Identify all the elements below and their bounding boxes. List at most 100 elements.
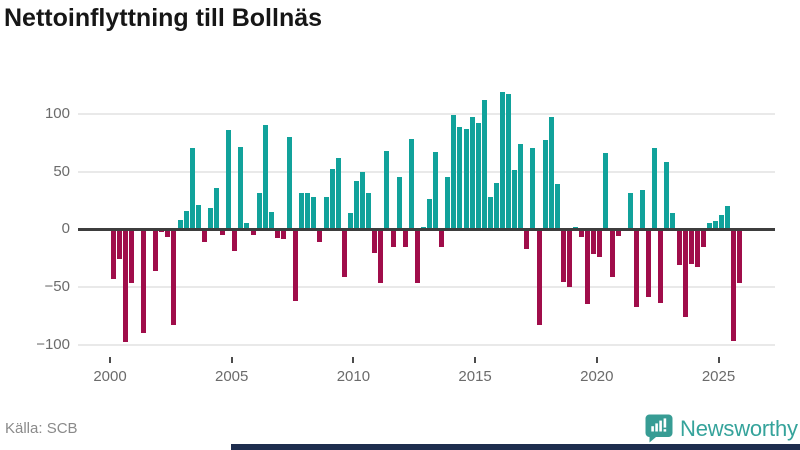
bar-2024Q3 xyxy=(706,223,712,230)
bar-2008Q1 xyxy=(305,193,311,230)
bar-2001Q3 xyxy=(147,230,153,232)
bar-2019Q4 xyxy=(591,230,597,255)
bar-2000Q3 xyxy=(122,230,128,343)
bar-2021Q2 xyxy=(627,193,633,230)
bar-2010Q4 xyxy=(372,230,378,254)
brand-bottom-strip xyxy=(231,444,800,450)
source-note: Källa: SCB xyxy=(5,420,78,437)
bar-2013Q1 xyxy=(427,199,433,230)
bar-2004Q1 xyxy=(207,208,213,230)
y-axis-label--50: −50 xyxy=(44,277,70,295)
bar-2001Q1 xyxy=(134,230,140,232)
bar-2018Q2 xyxy=(554,184,560,230)
bar-2009Q1 xyxy=(329,169,335,230)
bar-2017Q2 xyxy=(530,148,536,230)
bar-2016Q1 xyxy=(500,91,506,230)
y-axis-label-100: 100 xyxy=(44,104,70,122)
bar-2020Q3 xyxy=(609,230,615,278)
x-axis-tick-2010 xyxy=(352,357,355,363)
bar-2014Q4 xyxy=(469,117,475,230)
bar-2004Q3 xyxy=(220,230,226,235)
bar-2023Q1 xyxy=(670,213,676,230)
bar-2006Q2 xyxy=(262,125,268,230)
y-axis-label-0: 0 xyxy=(61,220,70,238)
bar-2024Q1 xyxy=(694,230,700,268)
bar-2004Q4 xyxy=(226,129,232,230)
bar-2013Q2 xyxy=(433,151,439,230)
bar-2003Q2 xyxy=(189,148,195,230)
bar-2025Q3 xyxy=(731,230,737,341)
newsworthy-speech-bubble-chart-icon xyxy=(645,414,673,443)
y-axis-label--100: −100 xyxy=(36,335,70,353)
bar-2010Q1 xyxy=(354,180,359,230)
bar-2011Q2 xyxy=(384,150,390,230)
bar-2001Q2 xyxy=(141,230,147,333)
bar-2014Q3 xyxy=(463,128,469,230)
newsworthy-logo-lockup[interactable]: Newsworthy xyxy=(645,414,798,443)
bar-2005Q2 xyxy=(238,147,244,230)
y-axis-label-50: 50 xyxy=(53,162,70,180)
newsworthy-wordmark: Newsworthy xyxy=(680,415,798,441)
bar-2000Q1 xyxy=(110,230,116,279)
bar-2018Q1 xyxy=(548,117,554,230)
bar-2013Q3 xyxy=(439,230,445,248)
bar-2002Q4 xyxy=(177,219,183,230)
x-axis-label-2010: 2010 xyxy=(336,368,371,385)
x-axis-tick-2025 xyxy=(717,357,720,363)
bar-2024Q2 xyxy=(700,230,706,248)
bar-2019Q3 xyxy=(585,230,591,304)
bar-2005Q4 xyxy=(250,230,256,235)
bar-2023Q4 xyxy=(688,230,694,264)
bar-2021Q1 xyxy=(621,230,627,232)
bar-2024Q4 xyxy=(713,221,718,230)
bar-2022Q4 xyxy=(664,162,670,230)
bar-2001Q4 xyxy=(153,230,159,271)
bar-2011Q1 xyxy=(378,230,384,284)
bar-2025Q2 xyxy=(725,206,731,230)
bar-2017Q1 xyxy=(524,230,530,249)
x-axis-label-2020: 2020 xyxy=(580,368,614,385)
bar-2023Q2 xyxy=(676,230,682,265)
gridline-y-100 xyxy=(78,112,775,115)
bar-2007Q1 xyxy=(280,230,286,240)
bar-2000Q2 xyxy=(116,230,122,260)
bar-2015Q3 xyxy=(487,196,493,230)
bar-2016Q2 xyxy=(506,94,512,230)
bar-2025Q1 xyxy=(719,215,725,230)
bar-2003Q3 xyxy=(195,204,201,230)
x-axis-tick-2005 xyxy=(230,357,233,363)
bar-2022Q2 xyxy=(652,148,658,230)
bar-2003Q1 xyxy=(183,210,189,230)
bar-2014Q1 xyxy=(451,115,457,230)
bar-2005Q1 xyxy=(232,230,238,251)
x-axis-label-2025: 2025 xyxy=(701,368,736,385)
bar-2020Q4 xyxy=(615,230,621,236)
bar-2012Q2 xyxy=(408,139,414,230)
bar-2019Q2 xyxy=(579,230,585,238)
x-axis-label-2015: 2015 xyxy=(458,368,492,385)
x-axis-label-2000: 2000 xyxy=(93,368,127,385)
bar-2007Q3 xyxy=(293,230,299,301)
bar-2021Q3 xyxy=(633,230,639,308)
bar-2020Q1 xyxy=(597,230,603,257)
bar-2002Q1 xyxy=(159,230,165,233)
x-axis-label-2005: 2005 xyxy=(215,368,249,385)
bar-2009Q4 xyxy=(347,213,353,230)
bar-2003Q4 xyxy=(201,230,207,242)
bar-2004Q2 xyxy=(214,187,220,230)
x-axis-tick-2020 xyxy=(595,357,598,363)
x-axis-tick-2000 xyxy=(109,357,111,363)
gridline-y--100 xyxy=(78,343,775,346)
bar-2002Q3 xyxy=(171,230,177,325)
bar-2022Q3 xyxy=(658,230,664,303)
bar-2007Q2 xyxy=(287,136,293,230)
bar-2016Q3 xyxy=(512,170,518,230)
bar-2008Q3 xyxy=(317,230,323,242)
bar-2011Q3 xyxy=(390,230,396,248)
bar-2025Q4 xyxy=(737,230,743,284)
bar-2005Q3 xyxy=(244,223,250,230)
bar-2008Q2 xyxy=(311,196,317,230)
bar-2010Q3 xyxy=(366,193,372,230)
